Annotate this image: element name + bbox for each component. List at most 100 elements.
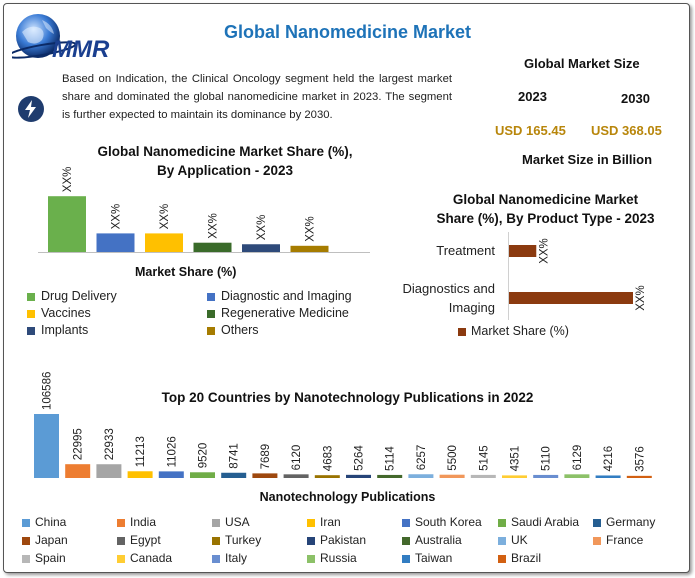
legend-swatch <box>27 326 35 335</box>
summary-text: Based on Indication, the Clinical Oncolo… <box>62 73 452 121</box>
country-bar-south-korea <box>158 471 184 478</box>
country-bar-canada <box>502 475 527 478</box>
country-data-label: 5110 <box>541 446 553 471</box>
application-bar-diagnostic-and-imaging <box>96 233 135 252</box>
country-data-label: 4216 <box>603 446 615 472</box>
legend-swatch <box>307 554 315 563</box>
country-legend-item: Japan <box>22 533 68 547</box>
year-2023: 2023 <box>518 89 547 104</box>
legend-label: Vaccines <box>41 306 91 320</box>
legend-swatch <box>593 518 601 527</box>
legend-label: Australia <box>415 533 462 547</box>
legend-swatch <box>27 292 35 301</box>
product-category-label: Diagnostics and Imaging <box>403 281 496 315</box>
legend-swatch <box>117 518 125 527</box>
market-size-unit: Market Size in Billion <box>522 152 653 167</box>
country-bar-iran <box>127 471 153 478</box>
country-data-label: 11213 <box>135 436 147 467</box>
country-data-label: 9520 <box>198 443 210 469</box>
legend-label: India <box>130 515 157 529</box>
country-legend-item: Brazil <box>498 551 541 565</box>
application-bar-chart: XX% XX% XX% XX% XX% XX% <box>38 167 370 253</box>
country-legend-item: UK <box>498 533 528 547</box>
application-legend-item: Others <box>207 323 259 337</box>
legend-label: UK <box>511 533 528 547</box>
application-data-label: XX% <box>208 213 220 239</box>
country-bar-france <box>439 474 465 478</box>
country-legend-item: Iran <box>307 515 341 529</box>
country-legend-item: India <box>117 515 156 529</box>
country-bar-italy <box>533 474 559 478</box>
application-xlabel: Market Share (%) <box>135 265 237 279</box>
country-bar-india <box>65 464 91 478</box>
legend-label: Regenerative Medicine <box>221 306 349 320</box>
product-chart-title-line1: Global Nanomedicine Market <box>452 192 639 207</box>
country-bar-spain <box>470 474 496 478</box>
country-bar-brazil <box>626 475 652 478</box>
application-data-label: XX% <box>256 215 268 241</box>
application-legend-item: Vaccines <box>27 306 91 320</box>
application-bar-others <box>290 245 329 252</box>
legend-swatch <box>402 536 410 545</box>
legend-swatch <box>498 536 506 545</box>
product-data-label: XX% <box>635 285 647 311</box>
legend-label: Egypt <box>130 533 161 547</box>
product-bar-chart: Treatment XX% Diagnostics and Imaging XX% <box>403 232 647 320</box>
country-data-label: 3576 <box>634 446 646 472</box>
country-bar-taiwan <box>595 475 621 478</box>
countries-xlabel: Nanotechnology Publications <box>259 490 436 504</box>
legend-label: Drug Delivery <box>41 289 117 303</box>
legend-label: USA <box>225 515 250 529</box>
legend-swatch <box>207 292 215 301</box>
year-2030: 2030 <box>621 91 650 106</box>
country-legend-item: Saudi Arabia <box>498 515 579 529</box>
country-legend-item: Spain <box>22 551 66 565</box>
legend-swatch <box>593 536 601 545</box>
lightning-icon <box>18 96 44 122</box>
country-data-label: 4351 <box>510 446 522 472</box>
country-legend-item: USA <box>212 515 250 529</box>
country-legend-item: South Korea <box>402 515 482 529</box>
country-legend-item: Australia <box>402 533 462 547</box>
country-bar-usa <box>96 464 122 478</box>
country-data-label: 5500 <box>447 445 459 471</box>
application-data-label: XX% <box>159 204 171 230</box>
country-data-label: 106586 <box>42 372 54 410</box>
product-legend-label: Market Share (%) <box>471 324 569 338</box>
legend-swatch <box>117 536 125 545</box>
country-data-label: 11026 <box>166 436 178 467</box>
application-chart-title: Global Nanomedicine Market Share (%), By… <box>70 142 380 180</box>
application-bar-drug-delivery <box>48 196 86 252</box>
application-chart-title-line2: By Application - 2023 <box>156 163 294 178</box>
country-bar-uk <box>408 474 434 478</box>
country-legend-item: Turkey <box>212 533 261 547</box>
countries-chart-title: Top 20 Countries by Nanotechnology Publi… <box>161 390 534 405</box>
application-legend-item: Implants <box>27 323 88 337</box>
country-bar-egypt <box>283 474 309 478</box>
legend-swatch <box>22 554 30 563</box>
country-legend-item: Canada <box>117 551 172 565</box>
country-data-label: 6129 <box>572 445 584 471</box>
country-legend-item: Egypt <box>117 533 161 547</box>
legend-label: Russia <box>320 551 357 565</box>
country-bar-china <box>34 414 59 478</box>
country-bar-russia <box>564 474 590 478</box>
logo-text: MMR <box>52 36 110 63</box>
product-chart-title: Global Nanomedicine Market Share (%), By… <box>408 190 683 228</box>
page-title: Global Nanomedicine Market <box>223 22 472 42</box>
country-legend-item: Taiwan <box>402 551 452 565</box>
application-bar-implants <box>242 244 280 252</box>
market-size-heading: Global Market Size <box>524 56 640 71</box>
legend-swatch <box>498 554 506 563</box>
product-data-label: XX% <box>538 238 550 264</box>
legend-swatch <box>307 518 315 527</box>
application-legend-item: Drug Delivery <box>27 289 117 303</box>
country-legend-item: Italy <box>212 551 247 565</box>
legend-label: Japan <box>35 533 68 547</box>
product-bar-treatment <box>509 245 537 257</box>
product-bar-diagnostics-and-imaging <box>509 292 633 304</box>
legend-label: Iran <box>320 515 341 529</box>
legend-label: Germany <box>606 515 656 529</box>
legend-label: South Korea <box>415 515 482 529</box>
legend-label: Saudi Arabia <box>511 515 580 529</box>
